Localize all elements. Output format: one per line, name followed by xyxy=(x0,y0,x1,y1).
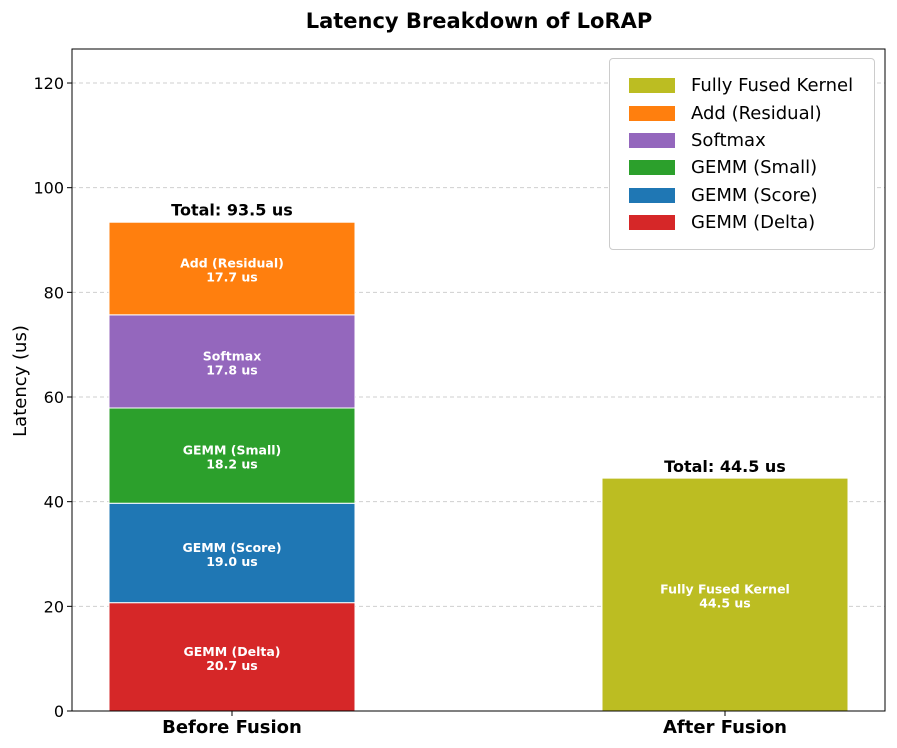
segment-value-label: 19.0 us xyxy=(206,554,258,569)
bar-segment xyxy=(108,502,356,604)
segment-label: Add (Residual) xyxy=(180,256,284,271)
legend-swatch xyxy=(629,215,675,231)
bars xyxy=(108,221,849,712)
bar-segment xyxy=(108,407,356,504)
axes: 0 20 40 60 80 100 120 Before Fusion After Fusion xyxy=(33,48,886,738)
legend-item: Fully Fused Kernel xyxy=(629,72,874,99)
y-tick-label: 100 xyxy=(33,179,64,198)
bar-segment xyxy=(108,314,356,409)
legend-item: GEMM (Small) xyxy=(629,154,874,181)
y-tick-label: 20 xyxy=(44,597,64,616)
segment-label: Fully Fused Kernel xyxy=(660,582,790,597)
total-label: Total: 44.5 us xyxy=(664,457,786,476)
legend-item: GEMM (Score) xyxy=(629,182,874,209)
legend-swatch xyxy=(629,187,675,203)
legend-item: GEMM (Delta) xyxy=(629,209,874,236)
y-axis-label: Latency (us) xyxy=(10,325,31,437)
y-tick-label: 60 xyxy=(44,388,64,407)
legend-label: Add (Residual) xyxy=(691,102,822,124)
x-tick-label: After Fusion xyxy=(663,717,787,738)
segment-value-label: 44.5 us xyxy=(699,596,751,611)
segment-label: GEMM (Small) xyxy=(183,443,282,458)
segment-label: Softmax xyxy=(203,348,262,363)
bar-labels: GEMM (Delta)20.7 us GEMM (Score)19.0 us GE… xyxy=(171,201,790,673)
legend-item: Add (Residual) xyxy=(629,99,874,126)
y-tick-label: 0 xyxy=(54,702,64,721)
legend-label: GEMM (Score) xyxy=(691,184,818,206)
legend-swatch xyxy=(629,160,675,176)
y-tick-label: 40 xyxy=(44,493,64,512)
segment-label: GEMM (Delta) xyxy=(183,644,280,659)
segment-label: GEMM (Score) xyxy=(182,540,281,555)
plot-frame xyxy=(71,48,886,712)
legend-label: GEMM (Delta) xyxy=(691,212,816,234)
legend-swatch xyxy=(629,105,675,121)
segment-value-label: 20.7 us xyxy=(206,658,258,673)
chart-legend: Fully Fused Kernel Add (Residual) Softma… xyxy=(609,58,875,250)
chart-title: Latency Breakdown of LoRAP xyxy=(306,9,653,33)
legend-label: Softmax xyxy=(691,129,766,151)
x-tick-label: Before Fusion xyxy=(162,717,302,738)
bar-segment xyxy=(601,477,849,712)
legend-label: Fully Fused Kernel xyxy=(691,75,854,97)
legend-item: Softmax xyxy=(629,127,874,154)
segment-value-label: 18.2 us xyxy=(206,457,258,472)
y-tick-label: 120 xyxy=(33,74,64,93)
legend-swatch xyxy=(629,78,675,94)
legend-label: GEMM (Small) xyxy=(691,157,818,179)
legend-swatch xyxy=(629,132,675,148)
segment-value-label: 17.8 us xyxy=(206,362,258,377)
total-label: Total: 93.5 us xyxy=(171,201,293,220)
y-tick-label: 80 xyxy=(44,283,64,302)
bar-segment xyxy=(108,221,356,316)
segment-value-label: 17.7 us xyxy=(206,270,258,285)
